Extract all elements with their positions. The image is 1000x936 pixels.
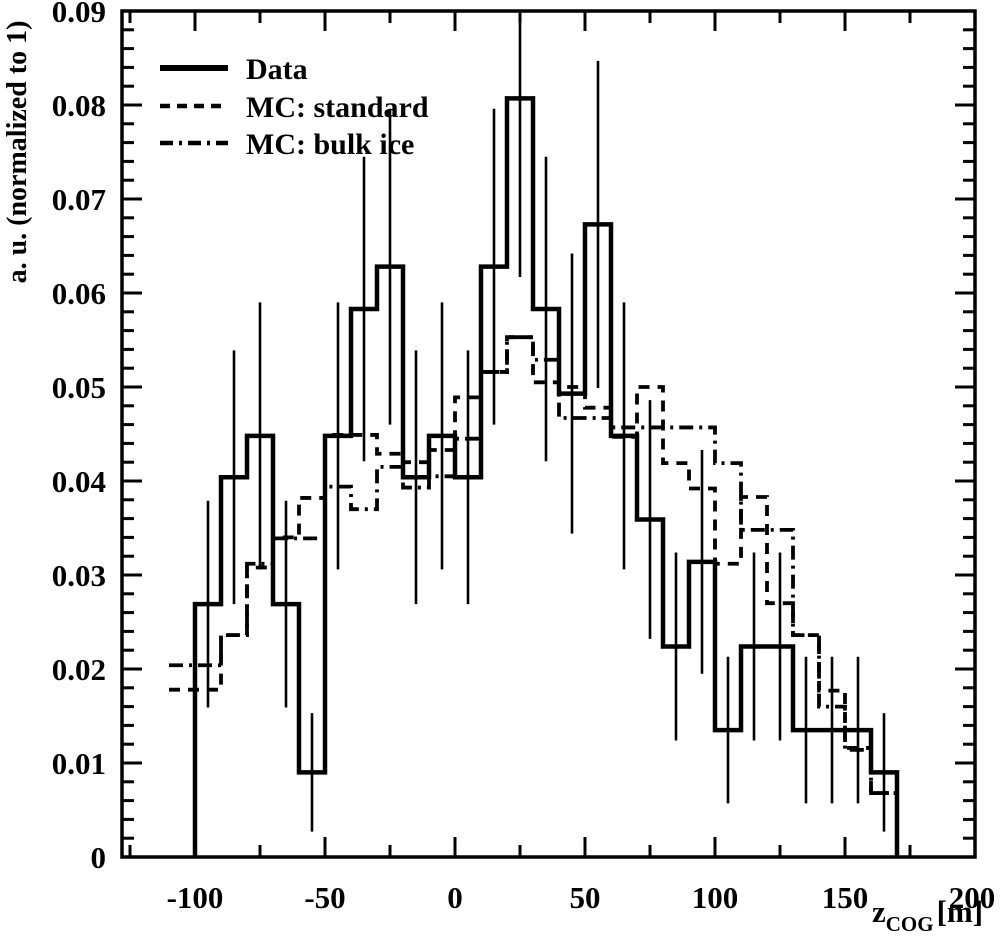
x-tick-label: -100 — [167, 880, 224, 915]
x-tick-label: 150 — [822, 880, 869, 915]
x-tick-label: -50 — [304, 880, 345, 915]
y-tick-label: 0.03 — [52, 558, 106, 593]
series-group — [169, 11, 900, 857]
mc-standard-series — [169, 335, 899, 857]
y-tick-label: 0.08 — [52, 88, 106, 123]
y-tick-label: 0.05 — [52, 370, 106, 405]
x-axis-title-unit: [m] — [937, 894, 983, 929]
x-axis-title-subscript: COG — [886, 912, 934, 936]
legend-label: MC: standard — [246, 91, 429, 124]
legend-label: Data — [246, 53, 308, 86]
legend-label: MC: bulk ice — [246, 128, 414, 161]
y-tick-label: 0.04 — [52, 464, 106, 499]
x-axis-title-main: z — [872, 894, 886, 929]
y-axis-title: a. u. (normalized to 1) — [2, 21, 33, 284]
x-tick-label: 200 — [949, 880, 996, 915]
y-tick-label: 0.06 — [52, 276, 106, 311]
plot-frame — [120, 9, 977, 859]
y-tick-label: 0.07 — [52, 182, 106, 217]
y-tick-label: 0.02 — [52, 652, 106, 687]
x-axis-title: zCOG[m] — [872, 894, 983, 936]
mc-bulk-ice-series — [169, 335, 899, 857]
x-tick-label: 100 — [692, 880, 739, 915]
x-tick-label: 0 — [447, 880, 463, 915]
x-tick-label: 50 — [570, 880, 601, 915]
y-tick-label: 0.09 — [52, 0, 106, 29]
y-tick-label: 0 — [91, 840, 107, 875]
data-series — [192, 96, 900, 857]
y-tick-label: 0.01 — [52, 746, 106, 781]
legend: Data MC: standard MC: bulk ice — [160, 53, 429, 161]
